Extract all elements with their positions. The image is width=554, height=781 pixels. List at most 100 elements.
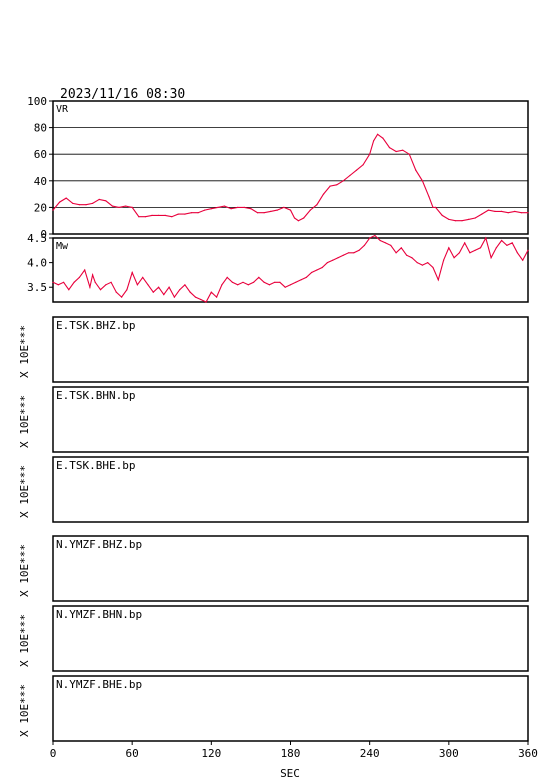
mw-data-point: [237, 284, 239, 286]
vr-data-point: [256, 212, 259, 214]
waveform-frame: [52, 456, 529, 523]
mw-data-point: [448, 247, 450, 249]
mw-data-point: [253, 281, 255, 283]
waveform-frame: [52, 316, 529, 383]
vr-data-point: [520, 212, 523, 214]
mw-data-point: [284, 286, 286, 288]
vr-data-point: [190, 212, 193, 214]
vr-label: VR: [56, 104, 69, 115]
mw-data-point: [305, 276, 307, 278]
vr-data-point: [435, 206, 437, 208]
mw-data-point: [158, 286, 160, 288]
mw-data-point: [406, 254, 408, 256]
mw-data-point: [384, 242, 387, 244]
vr-ytick-label: 80: [34, 122, 47, 135]
vr-data-point: [158, 214, 160, 216]
mw-data-point: [163, 294, 165, 296]
vr-ytick-label: 0: [40, 228, 47, 241]
vr-data-point: [342, 180, 344, 182]
vr-data-point: [355, 169, 358, 171]
vr-data-point: [138, 216, 140, 218]
x-tick-label: 300: [439, 747, 459, 760]
mw-data-point: [316, 269, 318, 271]
mw-ytick-label: 3.5: [27, 281, 47, 294]
vr-data-point: [474, 217, 476, 219]
vr-data-point: [322, 193, 325, 195]
vr-data-point: [402, 149, 404, 151]
mw-data-point: [73, 281, 75, 283]
mw-data-point: [152, 291, 154, 293]
mw-data-point: [121, 296, 123, 298]
vr-data-point: [72, 202, 74, 204]
vr-panel: 0 20 40 60 80 100 VR: [27, 95, 529, 241]
mw-panel: 3.5 4.0 4.5 Mw: [27, 232, 529, 303]
vr-data-point: [421, 180, 423, 182]
vr-data-point: [501, 210, 503, 212]
mw-data-point: [527, 249, 529, 251]
mw-data-point: [92, 274, 94, 276]
mw-data-point: [173, 296, 175, 298]
waveform-frame: [52, 535, 529, 602]
vr-data-point: [468, 218, 470, 220]
vr-data-point: [349, 174, 351, 177]
mw-data-point: [94, 281, 96, 283]
mw-data-point: [105, 284, 107, 286]
waveform-panel: N.YMZF.BHE.bp X 10E***: [18, 675, 529, 742]
mw-data-point: [268, 284, 270, 286]
mw-data-point: [337, 257, 339, 259]
mw-data-point: [136, 284, 138, 286]
vr-data-point: [373, 140, 375, 142]
mw-data-point: [400, 247, 402, 249]
vr-data-point: [184, 213, 186, 215]
mw-series-line: [52, 234, 529, 303]
vr-data-point: [481, 213, 483, 215]
mw-data-point: [469, 252, 471, 254]
mw-data-point: [416, 262, 418, 264]
waveform-frame: [52, 605, 529, 672]
waveform-panel: N.YMZF.BHN.bp X 10E***: [18, 605, 529, 672]
waveform-label: E.TSK.BHZ.bp: [56, 319, 135, 332]
mw-data-point: [194, 296, 197, 298]
waveform-panel: E.TSK.BHE.bp X 10E***: [18, 456, 529, 523]
vr-data-point: [329, 185, 331, 187]
mw-data-point: [258, 276, 260, 278]
x-tick-label: 0: [50, 747, 57, 760]
vr-data-point: [197, 212, 199, 214]
mw-data-point: [263, 281, 265, 283]
scale-label: X 10E***: [18, 325, 31, 378]
waveform-panel: E.TSK.BHN.bp X 10E***: [18, 386, 529, 453]
mw-data-point: [443, 259, 445, 261]
vr-frame: [52, 100, 529, 235]
vr-data-point: [289, 209, 292, 211]
vr-data-point: [204, 209, 206, 211]
waveform-panels: E.TSK.BHZ.bp X 10E*** E.TSK.BHN.bp X 10E***…: [18, 316, 529, 742]
x-axis-label: SEC: [280, 767, 300, 780]
vr-data-point: [362, 164, 364, 166]
mw-data-point: [89, 286, 91, 288]
vr-data-point: [171, 216, 173, 218]
mw-ytick-label: 4.5: [27, 232, 47, 245]
mw-data-point: [501, 239, 503, 242]
waveform-label: N.YMZF.BHN.bp: [56, 608, 142, 621]
mw-data-point: [379, 239, 381, 242]
mw-data-point: [231, 281, 233, 283]
vr-data-point: [250, 208, 252, 210]
vr-data-point: [151, 214, 153, 216]
vr-series-line: [52, 133, 528, 222]
mw-data-point: [369, 237, 371, 239]
waveform-label: E.TSK.BHE.bp: [56, 459, 135, 472]
mw-data-point: [300, 279, 302, 281]
mw-data-point: [479, 247, 482, 249]
mw-label: Mw: [56, 241, 69, 252]
mw-data-point: [464, 242, 466, 244]
vr-data-point: [408, 153, 410, 155]
mw-data-point: [516, 252, 519, 254]
mw-data-point: [289, 284, 292, 286]
mw-data-point: [205, 301, 207, 303]
mw-data-point: [474, 249, 476, 251]
waveform-label: E.TSK.BHN.bp: [56, 389, 135, 402]
x-axis: 0 60 120 180 240 300 360: [50, 741, 538, 760]
mw-data-point: [421, 264, 423, 266]
mw-data-point: [226, 276, 228, 278]
